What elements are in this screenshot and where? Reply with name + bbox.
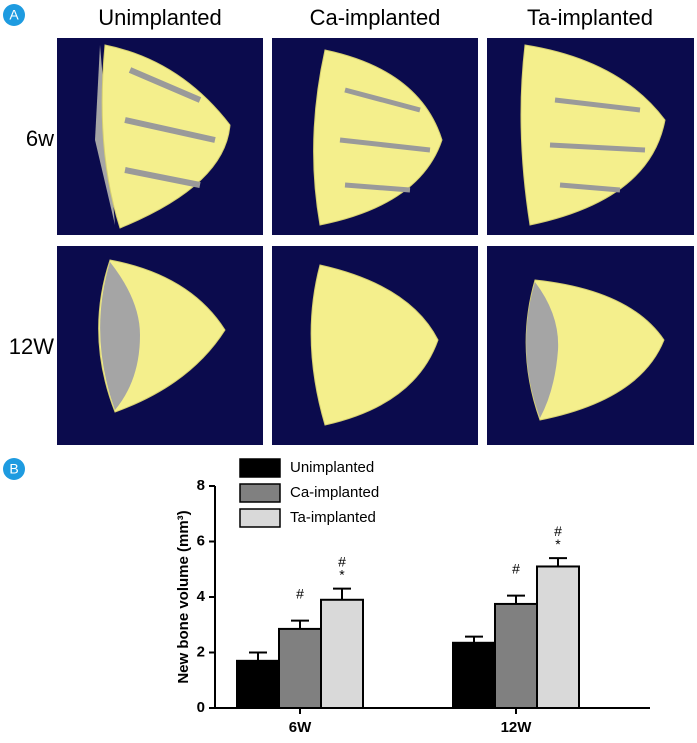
- legend-label: Unimplanted: [290, 459, 374, 476]
- error-bar: [249, 651, 267, 661]
- error-bar: [549, 557, 567, 567]
- legend-label: Ca-implanted: [290, 484, 379, 501]
- legend-swatch: [239, 483, 281, 503]
- column-title: Ta-implanted: [527, 5, 653, 30]
- bar: [536, 565, 580, 709]
- error-bar: [333, 587, 351, 600]
- error-bar: [465, 635, 483, 643]
- panel-a-images: [57, 38, 694, 445]
- panel-badge: [3, 458, 25, 480]
- bar: [494, 602, 538, 709]
- y-tick-label: 2: [197, 643, 205, 660]
- y-tick-label: 6: [197, 532, 205, 549]
- error-bar: [291, 619, 309, 629]
- x-tick-label: 6W: [289, 719, 312, 736]
- row-label: 6w: [26, 126, 54, 151]
- legend-swatch: [239, 458, 281, 478]
- y-tick-label: 0: [197, 699, 205, 716]
- bar: [320, 598, 364, 710]
- legend-swatch: [239, 508, 281, 528]
- panel-badge: [3, 4, 25, 26]
- y-axis-label: New bone volume (mm³): [175, 510, 192, 683]
- significance-mark: *: [555, 536, 561, 552]
- x-tick-label: 12W: [501, 719, 533, 736]
- bar: [452, 641, 496, 709]
- significance-mark: *: [339, 566, 345, 582]
- significance-mark: #: [296, 585, 304, 601]
- bone-cut: [526, 282, 559, 418]
- texture: [549, 97, 646, 193]
- significance-mark: #: [554, 523, 562, 539]
- panel-label: B: [9, 461, 18, 477]
- panel-label: A: [9, 7, 19, 23]
- significance-mark: #: [338, 553, 346, 569]
- column-title: Ca-implanted: [310, 5, 441, 30]
- legend-label: Ta-implanted: [290, 509, 376, 526]
- bar: [236, 659, 280, 710]
- row-label: 12W: [9, 334, 54, 359]
- bone: [310, 264, 439, 426]
- bone-cut: [100, 262, 140, 410]
- significance-mark: #: [512, 560, 520, 576]
- bar: [278, 627, 322, 709]
- y-tick-label: 8: [197, 477, 205, 494]
- bone: [313, 49, 443, 226]
- error-bar: [507, 594, 525, 604]
- texture: [124, 67, 216, 188]
- y-tick-label: 4: [197, 588, 206, 605]
- column-title: Unimplanted: [98, 5, 222, 30]
- texture: [339, 87, 431, 193]
